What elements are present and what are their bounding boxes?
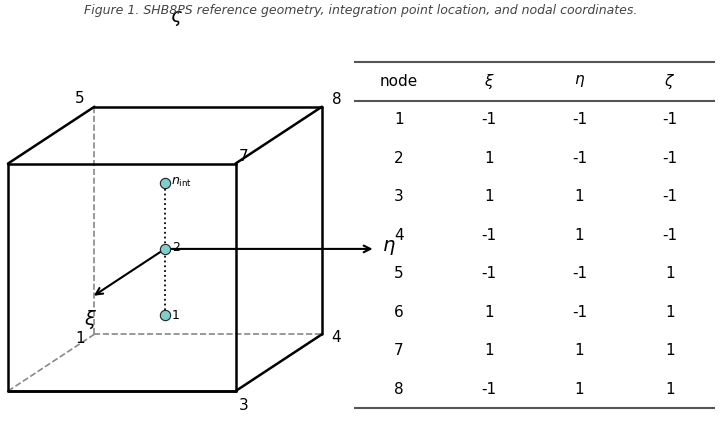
Text: $n_{\mathrm{int}}$: $n_{\mathrm{int}}$ xyxy=(170,175,192,189)
Point xyxy=(159,246,170,253)
Text: $\xi$: $\xi$ xyxy=(84,308,97,330)
Point xyxy=(159,180,170,187)
Text: $\eta$: $\eta$ xyxy=(382,238,396,257)
Text: 4: 4 xyxy=(331,330,341,345)
Text: 1: 1 xyxy=(75,331,84,346)
Text: 1: 1 xyxy=(172,309,180,322)
Text: 7: 7 xyxy=(239,149,248,164)
Text: 5: 5 xyxy=(75,91,84,106)
Point xyxy=(159,311,170,318)
Text: $\varsigma$: $\varsigma$ xyxy=(170,9,183,28)
Text: 2: 2 xyxy=(172,241,180,254)
Text: 8: 8 xyxy=(332,92,342,107)
Text: 3: 3 xyxy=(238,398,248,413)
Text: Figure 1. SHB8PS reference geometry, integration point location, and nodal coord: Figure 1. SHB8PS reference geometry, int… xyxy=(84,4,638,17)
